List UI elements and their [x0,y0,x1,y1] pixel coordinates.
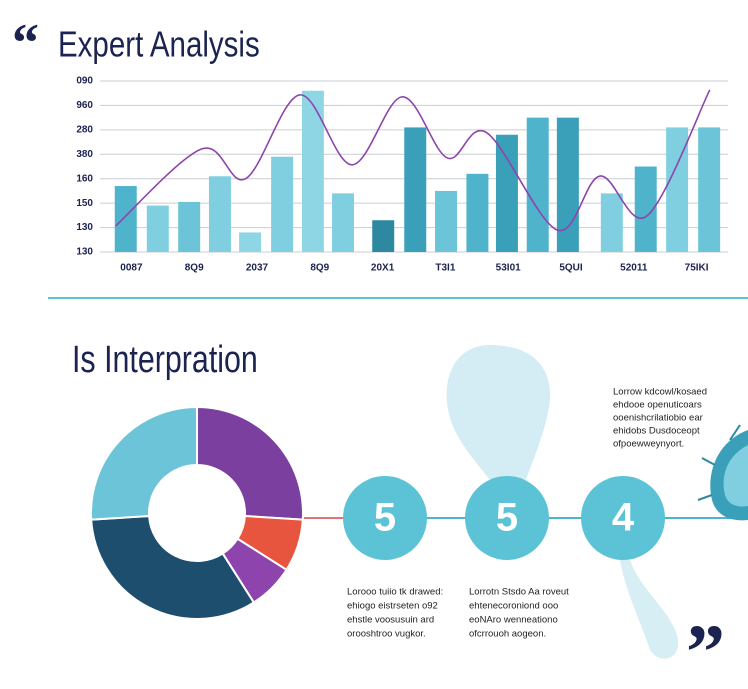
bar [271,156,294,252]
bar [556,117,579,253]
x-tick-label: 8Q9 [310,263,329,274]
bar [332,193,355,252]
step-text: Lorooo tuiio tk drawed: [347,587,443,598]
bar [634,166,657,252]
drop-shape [620,560,679,659]
bar [301,90,324,253]
donut-segment [90,514,256,620]
line [115,89,711,232]
x-tick-label: 53I01 [496,263,521,274]
step-text: ehtenecoroniond ooo [469,601,558,612]
y-tick-label: 280 [76,124,93,135]
step-circle [465,476,549,560]
step-text: eoNAro wenneationo [469,615,558,626]
x-tick-label: 2037 [246,263,269,274]
section-title: Is Interpration [72,339,258,381]
x-tick-label: 0087 [120,263,143,274]
step-circle [343,476,427,560]
step-text: Lorrotn Stsdo Aa roveut [469,587,569,598]
x-tick-label: 5QUI [559,263,583,274]
step-text: orooshtroo vugkor. [347,629,426,640]
callout-text: ehidobs Dusdoceopt [613,426,700,437]
callout-text: ooenishcrilatiobio ear [613,413,703,424]
y-tick-label: 150 [76,198,93,209]
y-tick-label: 130 [76,247,93,258]
y-tick-label: 090 [76,76,93,87]
title: Expert Analysis [58,24,260,64]
bar [600,193,623,252]
y-tick-label: 380 [76,149,93,160]
step-number: 5 [374,496,396,540]
step-number: 5 [496,496,518,540]
bar [178,201,201,252]
x-tick-label: 52011 [620,263,648,274]
step-text: ehiogo eistrseten o92 [347,601,438,612]
step-circle [581,476,665,560]
bar [114,186,137,252]
bar [495,134,518,252]
bar [435,190,458,252]
callout-text: ofpoewweynyort. [613,439,684,450]
x-tick-label: 8Q9 [185,263,204,274]
step-number: 4 [612,496,635,540]
x-tick-label: 75IKI [685,263,709,274]
y-tick-label: 160 [76,173,93,184]
callout-text: ehdooe openuticoars [613,400,702,411]
donut-segment [90,405,198,521]
bar [239,232,262,252]
drop-shape [446,345,551,500]
bar [146,205,169,252]
x-tick-label: T3I1 [435,263,455,274]
x-tick-label: 20X1 [371,263,395,274]
bar [404,127,427,252]
y-tick-label: 960 [76,100,93,111]
bar [666,127,689,252]
bar [372,220,395,252]
bar [526,117,549,253]
callout-text: Lorrow kdcowl/kosaed [613,387,707,398]
y-tick-label: 130 [76,222,93,233]
bar [466,173,489,252]
donut-segment [196,405,304,521]
quote-close: ” [686,608,725,689]
step-text: ehstle voosusuin ard [347,615,434,626]
bar [698,127,721,252]
step-text: ofcrrouoh aogeon. [469,629,546,640]
microbe [697,424,748,521]
quote-open: “ [12,12,39,72]
bar [208,176,231,252]
